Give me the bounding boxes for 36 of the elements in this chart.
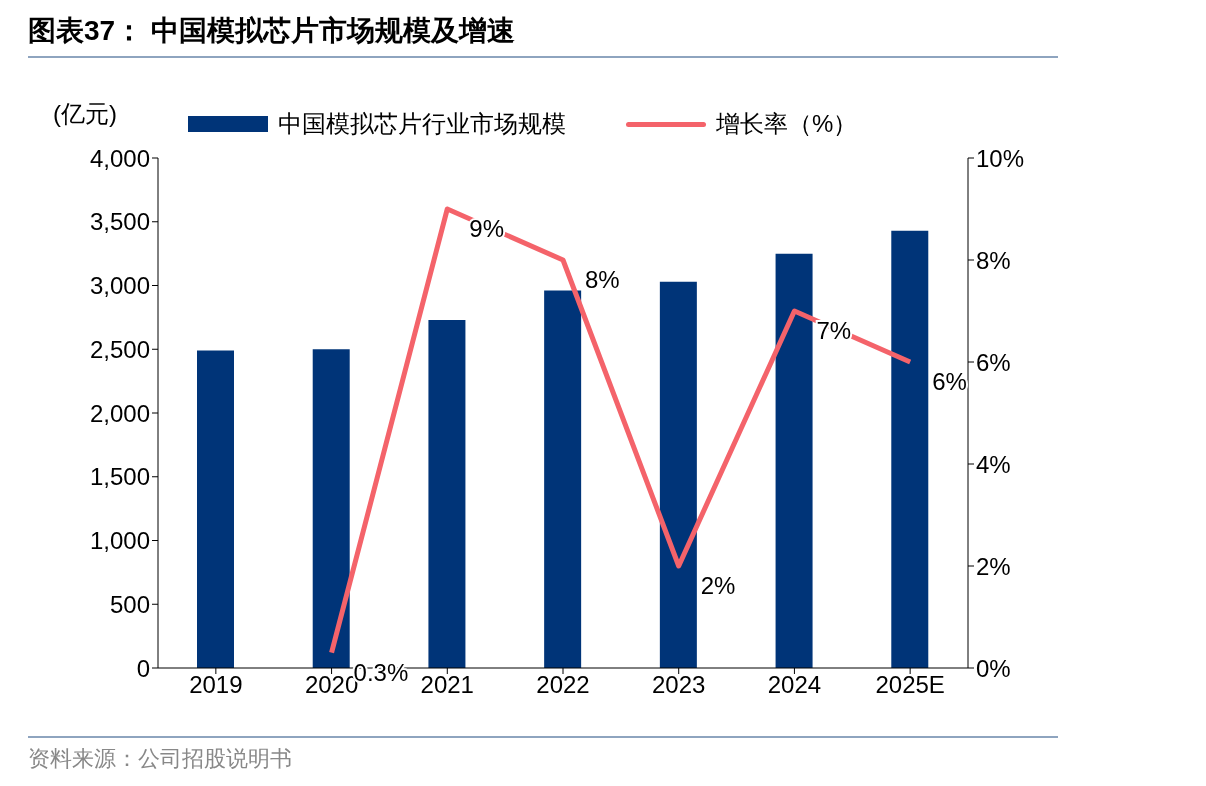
y2-tick-label: 2% bbox=[976, 552, 1011, 580]
bar bbox=[197, 350, 234, 668]
y2-tick-label: 10% bbox=[976, 144, 1025, 172]
y-tick-label: 4,000 bbox=[89, 144, 150, 172]
x-tick-label: 2024 bbox=[767, 671, 822, 699]
x-tick-label: 2025E bbox=[875, 671, 945, 699]
y2-tick-label: 6% bbox=[976, 348, 1011, 376]
bar bbox=[428, 319, 466, 668]
y-tick-label: 0 bbox=[136, 654, 150, 682]
y-tick-label: 2,500 bbox=[89, 335, 150, 363]
bar bbox=[312, 349, 350, 668]
bar bbox=[891, 230, 929, 668]
data-label: 2% bbox=[700, 572, 736, 600]
x-tick-label: 2021 bbox=[420, 671, 474, 699]
legend-label: 增长率（%） bbox=[716, 109, 858, 139]
y-axis-title: (亿元) bbox=[53, 99, 117, 129]
y2-tick-label: 0% bbox=[976, 654, 1011, 682]
x-tick-label: 2022 bbox=[536, 671, 590, 699]
data-label: 8% bbox=[585, 266, 620, 294]
y-tick-label: 2,000 bbox=[89, 399, 150, 427]
y2-tick-label: 8% bbox=[976, 246, 1011, 274]
bar bbox=[775, 253, 813, 668]
legend-label: 中国模拟芯片行业市场规模 bbox=[278, 109, 566, 139]
text: 资料来源：公司招股说明书 bbox=[28, 745, 293, 773]
x-tick-label: 2019 bbox=[189, 671, 243, 699]
x-tick-label: 2023 bbox=[652, 671, 706, 699]
bar bbox=[544, 290, 582, 668]
y2-tick-label: 4% bbox=[976, 450, 1011, 478]
y-tick-label: 1,500 bbox=[89, 463, 150, 491]
data-label: 6% bbox=[932, 368, 967, 396]
y-tick-label: 1,000 bbox=[89, 527, 150, 555]
chart-title: 图表37： 中国模拟芯片市场规模及增速 bbox=[28, 12, 1058, 58]
y-tick-label: 3,000 bbox=[89, 272, 150, 300]
y-tick-label: 3,500 bbox=[89, 208, 150, 236]
y-tick-label: 500 bbox=[109, 590, 150, 618]
bar bbox=[659, 281, 697, 668]
